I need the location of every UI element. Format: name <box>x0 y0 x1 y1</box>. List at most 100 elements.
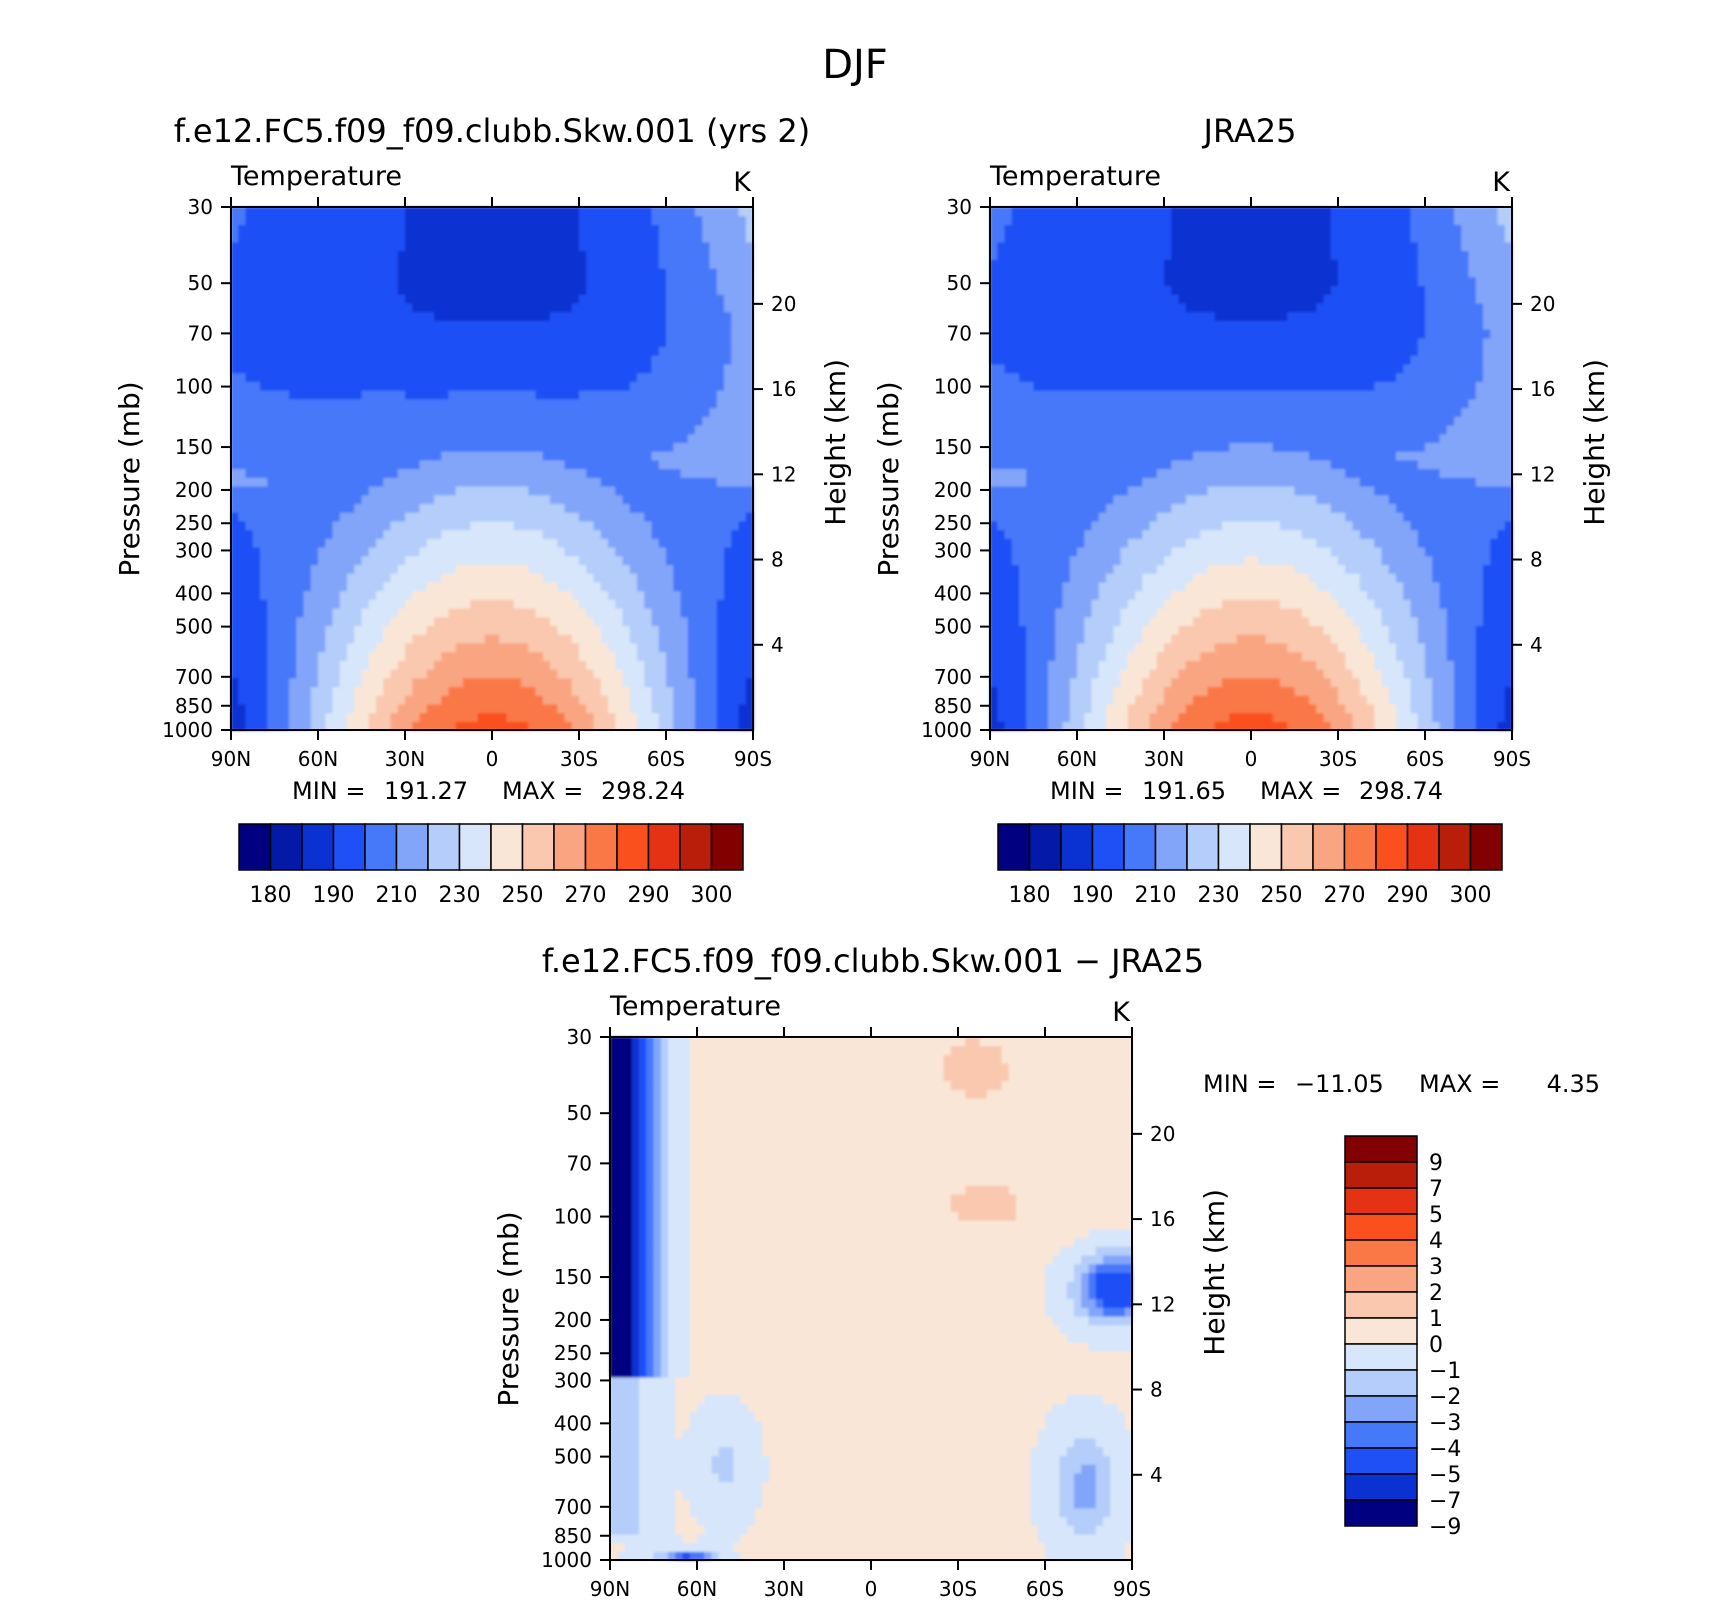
model-cell <box>571 686 580 696</box>
model-cell <box>477 390 486 400</box>
model-cell <box>383 712 392 722</box>
model-cell <box>463 285 471 295</box>
model-cell <box>434 390 442 400</box>
model-cell <box>622 407 631 417</box>
model-cell <box>470 285 479 295</box>
model-cell <box>644 538 653 548</box>
model-cell <box>651 546 660 557</box>
model-cell <box>318 468 326 478</box>
model-cell <box>673 642 682 653</box>
model-cell <box>390 276 399 287</box>
model-cell <box>354 329 363 339</box>
model-cell <box>426 390 435 400</box>
obs-cell <box>1425 712 1433 722</box>
model-cell <box>281 677 290 688</box>
model-cell <box>644 302 653 313</box>
model-cell <box>274 599 283 609</box>
model-cell <box>484 285 493 295</box>
model-cell <box>542 494 551 504</box>
model-cell <box>550 668 558 679</box>
model-cell <box>586 625 595 635</box>
model-cell <box>557 651 566 661</box>
model-cell <box>252 660 261 670</box>
model-cell <box>542 233 551 243</box>
model-cell <box>310 512 319 522</box>
model-cell <box>651 625 660 635</box>
model-cell <box>412 642 421 653</box>
model-cell <box>325 651 334 661</box>
model-cell <box>231 442 239 452</box>
model-cell <box>434 625 442 635</box>
obs-cell <box>1236 703 1245 714</box>
model-cell <box>434 546 442 557</box>
model-cell <box>347 442 355 452</box>
model-cell <box>528 241 537 252</box>
model-cell <box>289 590 297 600</box>
model-cell <box>296 512 305 522</box>
model-cell <box>477 512 486 522</box>
model-cell <box>535 477 544 487</box>
model-cell <box>550 259 558 269</box>
model-cell <box>339 398 348 409</box>
model-cell <box>738 651 747 661</box>
model-cell <box>637 215 645 226</box>
model-cell <box>325 634 334 644</box>
model-cell <box>651 381 660 391</box>
obs-cell <box>1251 677 1259 688</box>
model-cell <box>550 555 558 565</box>
model-cell <box>622 355 631 365</box>
model-cell <box>238 459 247 470</box>
model-cell <box>455 276 464 287</box>
model-cell <box>470 363 479 374</box>
model-cell <box>716 390 725 400</box>
model-cell <box>673 581 682 592</box>
model-cell <box>238 529 247 539</box>
model-cell <box>484 233 493 243</box>
model-cell <box>709 677 718 688</box>
model-cell <box>731 390 740 400</box>
model-cell <box>390 564 399 574</box>
model-cell <box>571 468 580 478</box>
model-cell <box>252 634 261 644</box>
model-cell <box>484 329 493 339</box>
model-cell <box>477 276 486 287</box>
model-cell <box>521 677 529 688</box>
model-cell <box>448 294 457 304</box>
model-cell <box>745 468 754 478</box>
model-cell <box>383 329 392 339</box>
model-cell <box>325 459 334 470</box>
obs-cell <box>1251 686 1259 696</box>
model-cell <box>702 529 711 539</box>
model-cell <box>513 695 522 705</box>
obs-cell <box>1468 686 1477 696</box>
model-cell <box>405 503 413 513</box>
model-cell <box>470 390 479 400</box>
model-cell <box>644 721 653 731</box>
model-cell <box>731 660 740 670</box>
model-cell <box>361 381 370 391</box>
model-cell <box>695 302 703 313</box>
model-cell <box>666 224 674 234</box>
model-cell <box>666 607 674 618</box>
model-cell <box>521 294 529 304</box>
obs-cell <box>1077 686 1085 696</box>
model-cell <box>535 625 544 635</box>
obs-cell <box>1461 703 1470 714</box>
model-cell <box>499 259 508 269</box>
model-cell <box>600 276 609 287</box>
model-cell <box>383 703 392 714</box>
model-cell <box>521 390 529 400</box>
model-cell <box>564 407 573 417</box>
model-cell <box>702 268 711 278</box>
model-cell <box>318 241 326 252</box>
model-cell <box>354 381 363 391</box>
model-cell <box>419 294 428 304</box>
model-cell <box>651 695 660 705</box>
model-cell <box>419 363 428 374</box>
model-cell <box>368 721 377 731</box>
model-cell <box>579 433 587 443</box>
model-cell <box>281 529 290 539</box>
model-cell <box>296 451 305 461</box>
model-cell <box>579 442 587 452</box>
obs-cell <box>1258 721 1267 731</box>
